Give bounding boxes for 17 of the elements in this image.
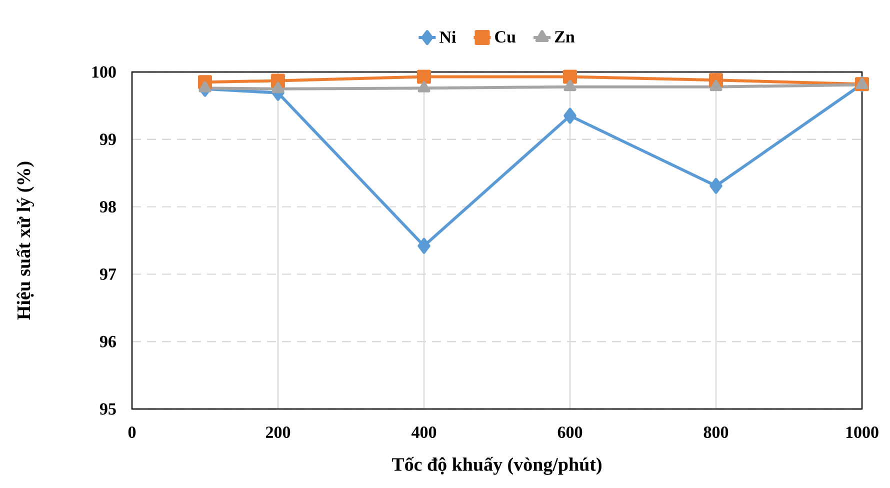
y-tick-label: 100 <box>92 66 116 78</box>
legend-label: Cu <box>495 31 516 43</box>
legend-label: Zn <box>554 31 575 42</box>
y-tick-label: 97 <box>100 268 116 280</box>
y-axis-title: Hiệu suất xử lý (%) <box>16 162 34 320</box>
y-tick-label: 96 <box>100 336 116 348</box>
x-tick-label: 0 <box>128 426 136 438</box>
y-tick-label: 95 <box>100 403 116 415</box>
x-tick-label: 1000 <box>846 426 878 438</box>
x-tick-label: 200 <box>266 426 290 438</box>
x-axis-title: Tốc độ khuấy (vòng/phút) <box>392 456 602 475</box>
y-tick-label: 99 <box>100 134 116 146</box>
legend-label: Ni <box>440 30 456 43</box>
y-tick-label: 98 <box>100 201 116 213</box>
x-tick-label: 800 <box>704 426 728 438</box>
x-tick-label: 600 <box>558 426 582 438</box>
x-tick-label: 400 <box>411 426 436 438</box>
